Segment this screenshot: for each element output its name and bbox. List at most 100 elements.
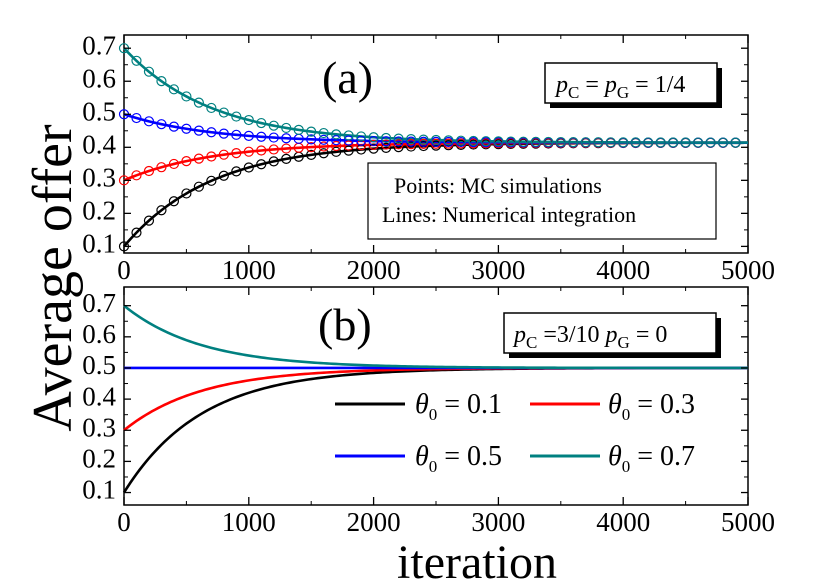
panel-a-marker-3: [618, 137, 629, 148]
panel-b-ytick-label: 0.6: [82, 319, 116, 349]
panel-a-marker-0: [218, 170, 229, 181]
panel-a-marker-0: [193, 181, 204, 192]
panel-a-marker-3: [443, 135, 454, 146]
panel-a-marker-1: [156, 162, 167, 173]
panel-b-ytick-label: 0.3: [82, 412, 116, 442]
panel-a-marker-3: [717, 137, 729, 148]
panel-a-marker-2: [168, 121, 180, 132]
panel-a-marker-3: [181, 91, 192, 102]
panel-a-marker-0: [331, 146, 342, 157]
panel-a-marker-0: [243, 162, 254, 173]
x-axis-label: iteration: [397, 536, 557, 587]
panel-a-marker-3: [580, 137, 591, 148]
panel-a-ytick-label: 0.1: [82, 229, 116, 259]
panel-a-marker-1: [281, 143, 292, 154]
panel-a-marker-2: [156, 119, 167, 130]
panel-a-marker-3: [430, 134, 442, 146]
panel-a-marker-0: [306, 149, 317, 160]
panel-a-marker-3: [605, 137, 616, 148]
panel-a: 0.10.20.30.4 0.50.60.7 0 1000 2000 3000 4000 50…: [82, 30, 775, 285]
panel-a-marker-2: [193, 125, 204, 136]
panel-a-marker-3: [281, 122, 292, 134]
panel-a-marker-3: [243, 114, 254, 126]
panel-a-marker-2: [306, 134, 317, 145]
panel-b-ytick-label: 0.5: [82, 350, 116, 380]
panel-a-marker-2: [405, 136, 417, 147]
panel-a-marker-3: [293, 124, 304, 135]
panel-a-marker-1: [181, 156, 192, 167]
panel-a-marker-3: [455, 135, 467, 146]
panel-a-marker-3: [168, 84, 180, 95]
panel-a-marker-1: [343, 140, 354, 151]
method-box-line2: Lines: Numerical integration: [382, 202, 636, 227]
panel-a-marker-3: [568, 137, 579, 148]
panel-b-xtick-label: 2000: [347, 507, 401, 537]
panel-a-xtick-label: 3000: [471, 255, 525, 285]
panel-a-marker-0: [405, 141, 417, 152]
panel-a-marker-2: [218, 128, 229, 139]
panel-a-marker-2: [368, 135, 379, 147]
panel-a-marker-0: [268, 156, 279, 167]
panel-a-marker-0: [256, 159, 267, 170]
panel-a-xtick-label: 1000: [222, 255, 276, 285]
panel-b: 0.10.20.30.40.50.60.7 0 1000 2000 3000 4000 50…: [82, 286, 775, 537]
legend-label-1: θ0 = 0.3: [608, 389, 695, 424]
panel-a-marker-0: [281, 153, 292, 164]
panel-a-marker-3: [156, 76, 167, 87]
panel-a-marker-2: [318, 134, 329, 145]
panel-a-ytick-label: 0.2: [82, 196, 116, 226]
panel-a-marker-1: [405, 138, 417, 150]
panel-a-marker-3: [393, 133, 404, 144]
panel-a-marker-3: [643, 137, 654, 148]
panel-a-marker-2: [143, 116, 155, 127]
panel-a-marker-1: [318, 141, 329, 152]
panel-a-ytick-label: 0.3: [82, 163, 116, 193]
panel-a-series-line-2: [123, 113, 748, 144]
panel-b-ytick-label: 0.7: [82, 288, 116, 318]
panel-a-marker-2: [380, 136, 392, 147]
panel-a-marker-2: [131, 112, 142, 124]
panel-a-marker-1: [131, 170, 142, 181]
panel-a-marker-1: [256, 145, 267, 156]
panel-a-marker-3: [193, 97, 204, 108]
panel-a-marker-3: [418, 134, 429, 145]
panel-a-marker-3: [268, 120, 279, 131]
panel-a-marker-3: [143, 66, 155, 77]
panel-a-marker-3: [256, 117, 267, 129]
panel-a-marker-2: [206, 127, 217, 138]
legend-label-3: θ0 = 0.7: [608, 441, 695, 476]
method-box-line1: Points: MC simulations: [394, 173, 602, 198]
panel-a-marker-3: [680, 137, 691, 148]
panel-a-xtick-label: 5000: [721, 255, 775, 285]
panel-a-marker-3: [405, 134, 417, 145]
panel-a-xtick-label: 2000: [347, 255, 401, 285]
panel-a-method-box: Points: MC simulations Lines: Numerical …: [367, 162, 717, 240]
panel-a-marker-3: [231, 111, 242, 122]
panel-a-marker-2: [343, 135, 354, 146]
panel-a-marker-3: [518, 136, 529, 147]
panel-a-marker-3: [530, 136, 541, 147]
panel-b-ytick-label: 0.4: [82, 381, 116, 411]
panel-a-marker-1: [168, 158, 180, 170]
panel-a-marker-1: [331, 140, 342, 152]
panel-a-marker-3: [331, 129, 342, 140]
panel-a-marker-1: [193, 153, 204, 164]
svg-text:pC = pG = 1/4: pC = pG = 1/4: [554, 72, 685, 102]
panel-a-marker-3: [206, 102, 217, 114]
panel-b-xtick-label: 1000: [222, 507, 276, 537]
panel-a-marker-3: [655, 137, 666, 148]
panel-a-marker-0: [231, 166, 242, 177]
legend-label-2: θ0 = 0.5: [415, 441, 502, 476]
panel-b-label: (b): [318, 299, 372, 350]
panel-a-marker-1: [218, 149, 229, 160]
panel-a-marker-0: [131, 227, 142, 238]
y-axis-label: Average offer: [22, 124, 84, 432]
panel-a-marker-3: [730, 137, 741, 148]
panel-a-marker-3: [692, 137, 704, 148]
panel-a-xtick-label: 0: [117, 255, 131, 285]
panel-a-marker-1: [306, 142, 317, 153]
panel-a-marker-0: [343, 145, 354, 156]
panel-a-marker-0: [143, 215, 155, 226]
panel-a-marker-3: [668, 137, 679, 148]
